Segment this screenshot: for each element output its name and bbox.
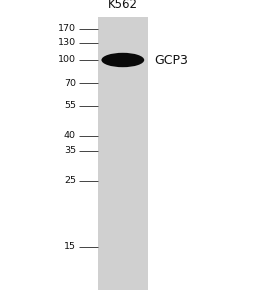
Text: GCP3: GCP3 bbox=[155, 53, 189, 67]
Text: K562: K562 bbox=[108, 0, 138, 11]
Text: 55: 55 bbox=[64, 101, 76, 110]
Ellipse shape bbox=[102, 53, 144, 67]
Text: 170: 170 bbox=[58, 24, 76, 33]
Text: 70: 70 bbox=[64, 79, 76, 88]
Text: 35: 35 bbox=[64, 146, 76, 155]
Bar bbox=[98, 16, 148, 290]
Text: 130: 130 bbox=[58, 38, 76, 47]
Text: 25: 25 bbox=[64, 176, 76, 185]
Text: 15: 15 bbox=[64, 242, 76, 251]
Text: 40: 40 bbox=[64, 131, 76, 140]
Text: 100: 100 bbox=[58, 56, 76, 64]
